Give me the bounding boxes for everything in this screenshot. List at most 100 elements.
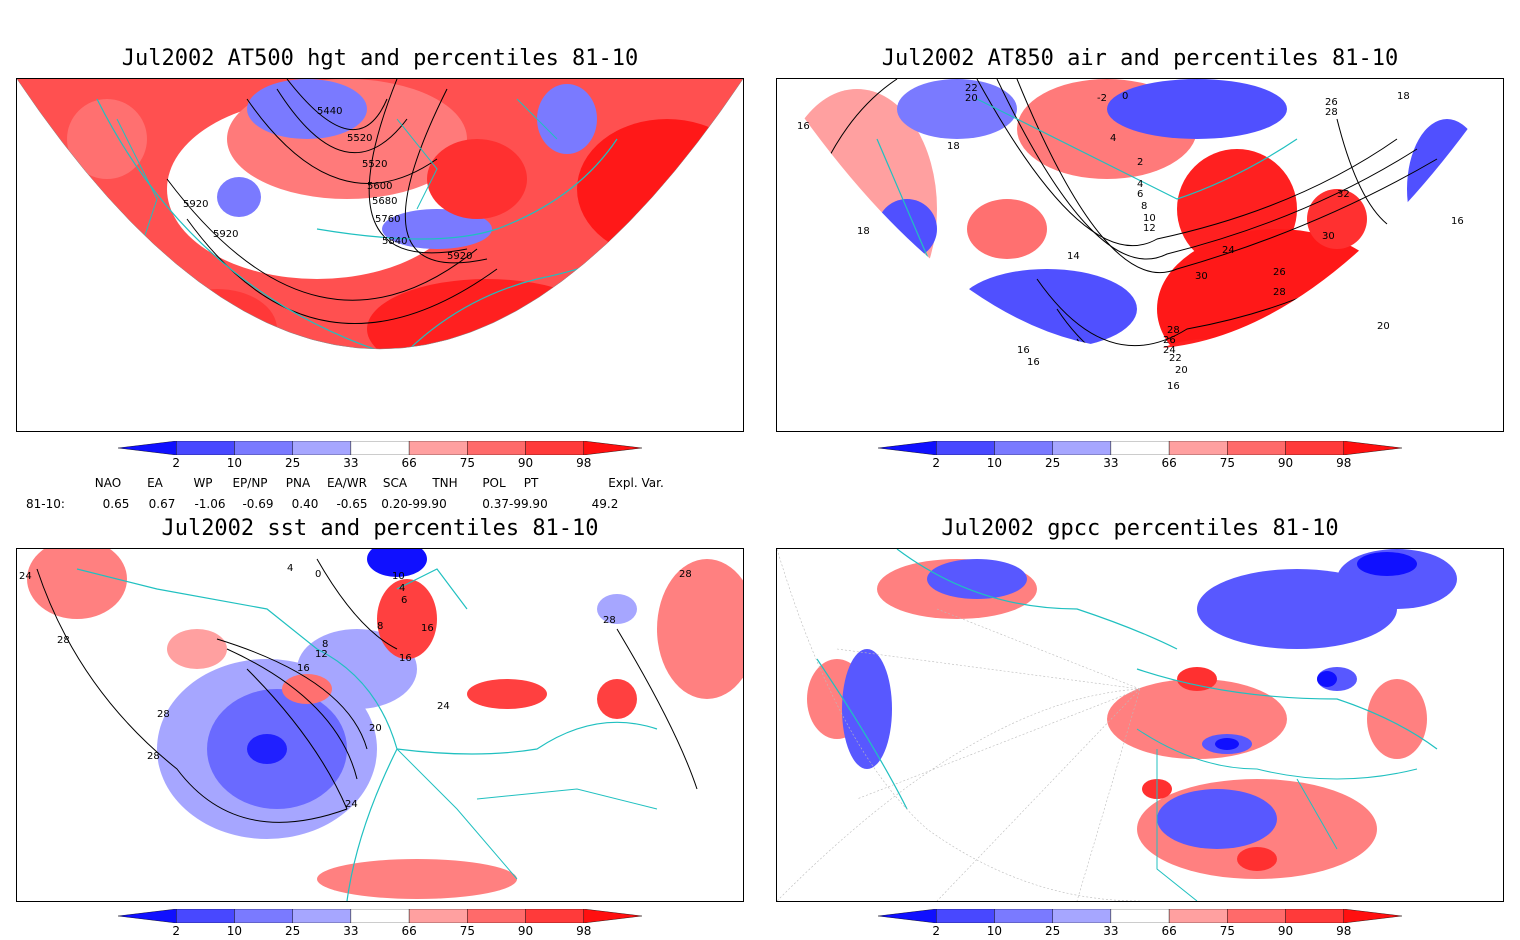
colorbar-swatch xyxy=(877,440,937,456)
colorbar-swatch xyxy=(467,908,526,924)
teleconnection-header: POL xyxy=(482,476,506,490)
contour-label: 28 xyxy=(1325,107,1338,118)
contour-label: 28 xyxy=(679,569,692,580)
contour-label: 12 xyxy=(315,649,328,660)
teleconnection-value: -0.69 xyxy=(242,497,274,511)
colorbar-swatch xyxy=(1168,908,1228,924)
colorbar-label: 33 xyxy=(343,924,359,938)
colorbar-swatch xyxy=(1110,440,1170,456)
contour-label: -2 xyxy=(1097,93,1107,104)
contour-label: 24 xyxy=(19,571,32,582)
map-gpcc xyxy=(776,548,1504,902)
contour-label: 22 xyxy=(1169,353,1182,364)
contour-label: 24 xyxy=(1163,345,1176,356)
map-hgt500: 5440 5520 5520 5600 5680 5760 5840 5920 … xyxy=(16,78,744,432)
contour-label: 16 xyxy=(297,663,310,674)
colorbar-swatch xyxy=(176,908,235,924)
contour-label: 28 xyxy=(157,709,170,720)
contour-label: 28 xyxy=(1273,287,1286,298)
contour-label: 20 xyxy=(1175,365,1188,376)
colorbar-label: 75 xyxy=(459,924,475,938)
teleconnection-value: 0.20-99.90 xyxy=(381,497,447,511)
colorbar-label: 90 xyxy=(1277,456,1294,470)
colorbar-swatch xyxy=(877,908,937,924)
contour-label: 4 xyxy=(287,563,293,574)
contour-label: 24 xyxy=(1222,245,1235,256)
colorbar-label: 25 xyxy=(1045,924,1061,938)
colorbar-label: 66 xyxy=(1161,924,1177,938)
colorbar-swatch xyxy=(936,908,995,924)
colorbar-label: 75 xyxy=(1219,924,1235,938)
colorbar-label: 10 xyxy=(226,924,243,938)
teleconnection-header: PT xyxy=(523,476,539,490)
contour-label: 5840 xyxy=(382,236,407,247)
colorbar-label: 75 xyxy=(459,456,475,470)
colorbar-swatch xyxy=(1285,908,1344,924)
contour-label: 28 xyxy=(603,615,616,626)
colorbar-label: 75 xyxy=(1219,456,1235,470)
teleconnection-header: EA/WR xyxy=(326,476,368,490)
teleconnection-header: EA xyxy=(147,476,163,490)
contour-label: 4 xyxy=(399,583,405,594)
contour-label: 26 xyxy=(1325,97,1338,108)
panel-title-air850: Jul2002 AT850 air and percentiles 81-10 xyxy=(881,46,1399,71)
colorbar-swatch xyxy=(1343,908,1403,924)
colorbar-label: 33 xyxy=(343,456,359,470)
teleconnection-header: TNH xyxy=(432,476,458,490)
teleconnection-value: 0.65 xyxy=(102,497,130,511)
contour-label: 30 xyxy=(1322,231,1335,242)
colorbar-label: 2 xyxy=(172,456,181,470)
colorbar-swatch xyxy=(1168,440,1228,456)
teleconnection-value: 0.40 xyxy=(291,497,319,511)
teleconnection-value: 0.67 xyxy=(148,497,176,511)
contour-label: 10 xyxy=(392,571,405,582)
contour-label: 16 xyxy=(1027,357,1040,368)
contour-label: 16 xyxy=(1451,216,1464,227)
colorbar-swatch xyxy=(525,908,584,924)
contour-label: 8 xyxy=(1141,201,1147,212)
colorbar-label: 2 xyxy=(932,924,941,938)
panel-title-hgt500: Jul2002 AT500 hgt and percentiles 81-10 xyxy=(121,46,639,71)
colorbar-swatch xyxy=(994,440,1053,456)
contour-label: 5600 xyxy=(367,181,392,192)
teleconnection-header: SCA xyxy=(382,476,408,490)
contour-label: 28 xyxy=(1167,325,1180,336)
colorbar-label: 90 xyxy=(1277,924,1294,938)
map-air850: 22 20 -2 0 18 26 28 16 18 4 2 4 6 8 10 1… xyxy=(776,78,1504,432)
contour-label: 16 xyxy=(399,653,412,664)
teleconnection-value: -0.65 xyxy=(336,497,368,511)
contour-label: 20 xyxy=(965,93,978,104)
colorbar-swatch xyxy=(350,440,410,456)
teleconnection-value: 0.37-99.90 xyxy=(482,497,548,511)
contour-label: 5680 xyxy=(372,196,397,207)
contour-label: 20 xyxy=(369,723,382,734)
teleconnection-row-label: 81-10: xyxy=(26,497,65,511)
colorbar-swatch xyxy=(994,908,1053,924)
colorbar-swatch xyxy=(292,908,352,924)
contour-label: 26 xyxy=(1273,267,1286,278)
contour-label: 16 xyxy=(1167,381,1180,392)
teleconnection-header: WP xyxy=(193,476,213,490)
panel-title-sst: Jul2002 sst and percentiles 81-10 xyxy=(161,516,599,541)
colorbar-swatch xyxy=(1110,908,1170,924)
colorbar-swatch xyxy=(936,440,995,456)
colorbar-label: 33 xyxy=(1103,456,1119,470)
contour-label: 6 xyxy=(1137,189,1143,200)
colorbar-label: 25 xyxy=(285,456,301,470)
colorbar-swatch xyxy=(467,440,526,456)
colorbar-label: 90 xyxy=(517,924,534,938)
contour-label: 22 xyxy=(965,83,978,94)
contour-label: 4 xyxy=(1110,133,1116,144)
colorbar-svg xyxy=(117,440,643,456)
colorbar-swatch xyxy=(117,440,177,456)
colorbar-swatch xyxy=(1343,440,1403,456)
colorbar-label: 33 xyxy=(1103,924,1119,938)
contour-label: 5920 xyxy=(183,199,208,210)
colorbar-swatch xyxy=(234,908,293,924)
colorbar-swatch xyxy=(408,440,468,456)
colorbar-label: 10 xyxy=(226,456,243,470)
contour-label: 20 xyxy=(1377,321,1390,332)
contour-label: 16 xyxy=(1017,345,1030,356)
colorbar-air850: 2 10 25 33 66 75 90 98 xyxy=(877,440,1403,472)
contour-label: 28 xyxy=(147,751,160,762)
